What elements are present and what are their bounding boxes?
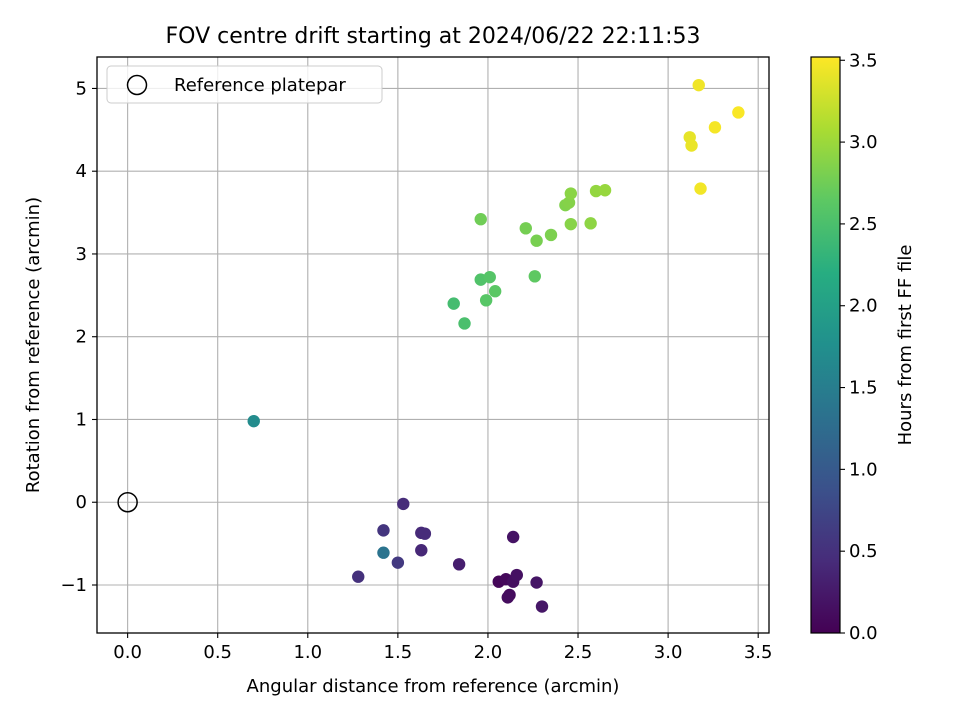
data-point [391,556,405,569]
data-point [530,576,543,589]
data-point [692,78,705,92]
plot-frame [96,56,770,634]
grid-lines [97,57,769,633]
colorbar-tick-label: 2.0 [849,296,878,317]
data-point [519,222,532,235]
colorbar: 0.0 0.5 1.0 1.5 2.0 2.5 3.0 3.5 Hours from firs… [810,50,916,644]
legend-label: Reference platepar [174,75,346,96]
reference-marker-group [117,491,138,513]
legend: Reference platepar [106,65,383,104]
x-tick-label: 0.0 [113,642,142,663]
data-point [510,568,523,582]
colorbar-tick-label: 0.5 [849,541,878,562]
y-axis-label: Rotation from reference (arcmin) [23,197,44,493]
data-point [452,558,466,571]
data-point [589,184,603,198]
x-tick-label: 3.5 [744,642,773,663]
y-tick-label: 2 [76,327,87,348]
y-tick-label: 1 [76,409,87,430]
data-point [418,527,432,540]
x-tick-label: 1.0 [293,642,322,663]
reference-marker [117,491,138,513]
data-point [458,317,471,330]
colorbar-tick-label: 3.5 [849,50,878,71]
data-point [530,234,543,247]
y-tick-label: −1 [60,575,87,596]
x-axis-label: Angular distance from reference (arcmin) [247,676,620,697]
data-point [544,228,558,242]
colorbar-tick-label: 1.0 [849,459,878,480]
data-point [474,213,487,226]
data-point [247,414,260,428]
colorbar-tick-label: 3.0 [849,132,878,153]
y-tick-label: 0 [76,492,87,513]
legend-marker-icon [126,74,148,96]
data-point [694,182,707,195]
chart-title: FOV centre drift starting at 2024/06/22 … [166,24,701,49]
data-point [584,217,597,230]
data-point [447,297,460,310]
y-tick-label: 5 [76,78,87,99]
colorbar-tick-label: 0.0 [849,623,878,644]
data-point [501,591,514,604]
data-point [377,524,390,537]
legend-box [106,65,383,104]
data-point [528,270,541,283]
data-point [397,497,410,511]
data-point [708,121,722,134]
x-tick-label: 2.0 [474,642,503,663]
data-point [598,184,612,197]
data-point [488,285,502,298]
colorbar-label: Hours from first FF file [895,245,916,446]
y-tick-label: 3 [76,244,87,265]
y-axis-ticks: −1 0 1 2 3 4 5 [60,78,97,596]
x-tick-label: 0.5 [203,642,232,663]
colorbar-tick-label: 2.5 [849,214,878,235]
y-tick-label: 4 [76,161,87,182]
data-point [415,544,428,557]
data-point [506,530,520,544]
data-point [535,600,549,613]
data-point [564,187,578,200]
data-point [377,546,390,559]
data-point [732,106,745,119]
colorbar-gradient [810,56,841,634]
data-point [479,294,493,307]
x-tick-label: 3.0 [654,642,683,663]
x-tick-label: 1.5 [384,642,413,663]
colorbar-ticks: 0.0 0.5 1.0 1.5 2.0 2.5 3.0 3.5 [840,50,878,644]
data-points [247,78,745,613]
data-point [352,570,365,583]
data-point [564,217,578,231]
colorbar-tick-label: 1.5 [849,378,878,399]
x-tick-label: 2.5 [564,642,593,663]
data-point [483,270,496,284]
data-point [685,139,698,152]
x-axis-ticks: 0.0 0.5 1.0 1.5 2.0 2.5 3.0 3.5 [113,633,773,663]
